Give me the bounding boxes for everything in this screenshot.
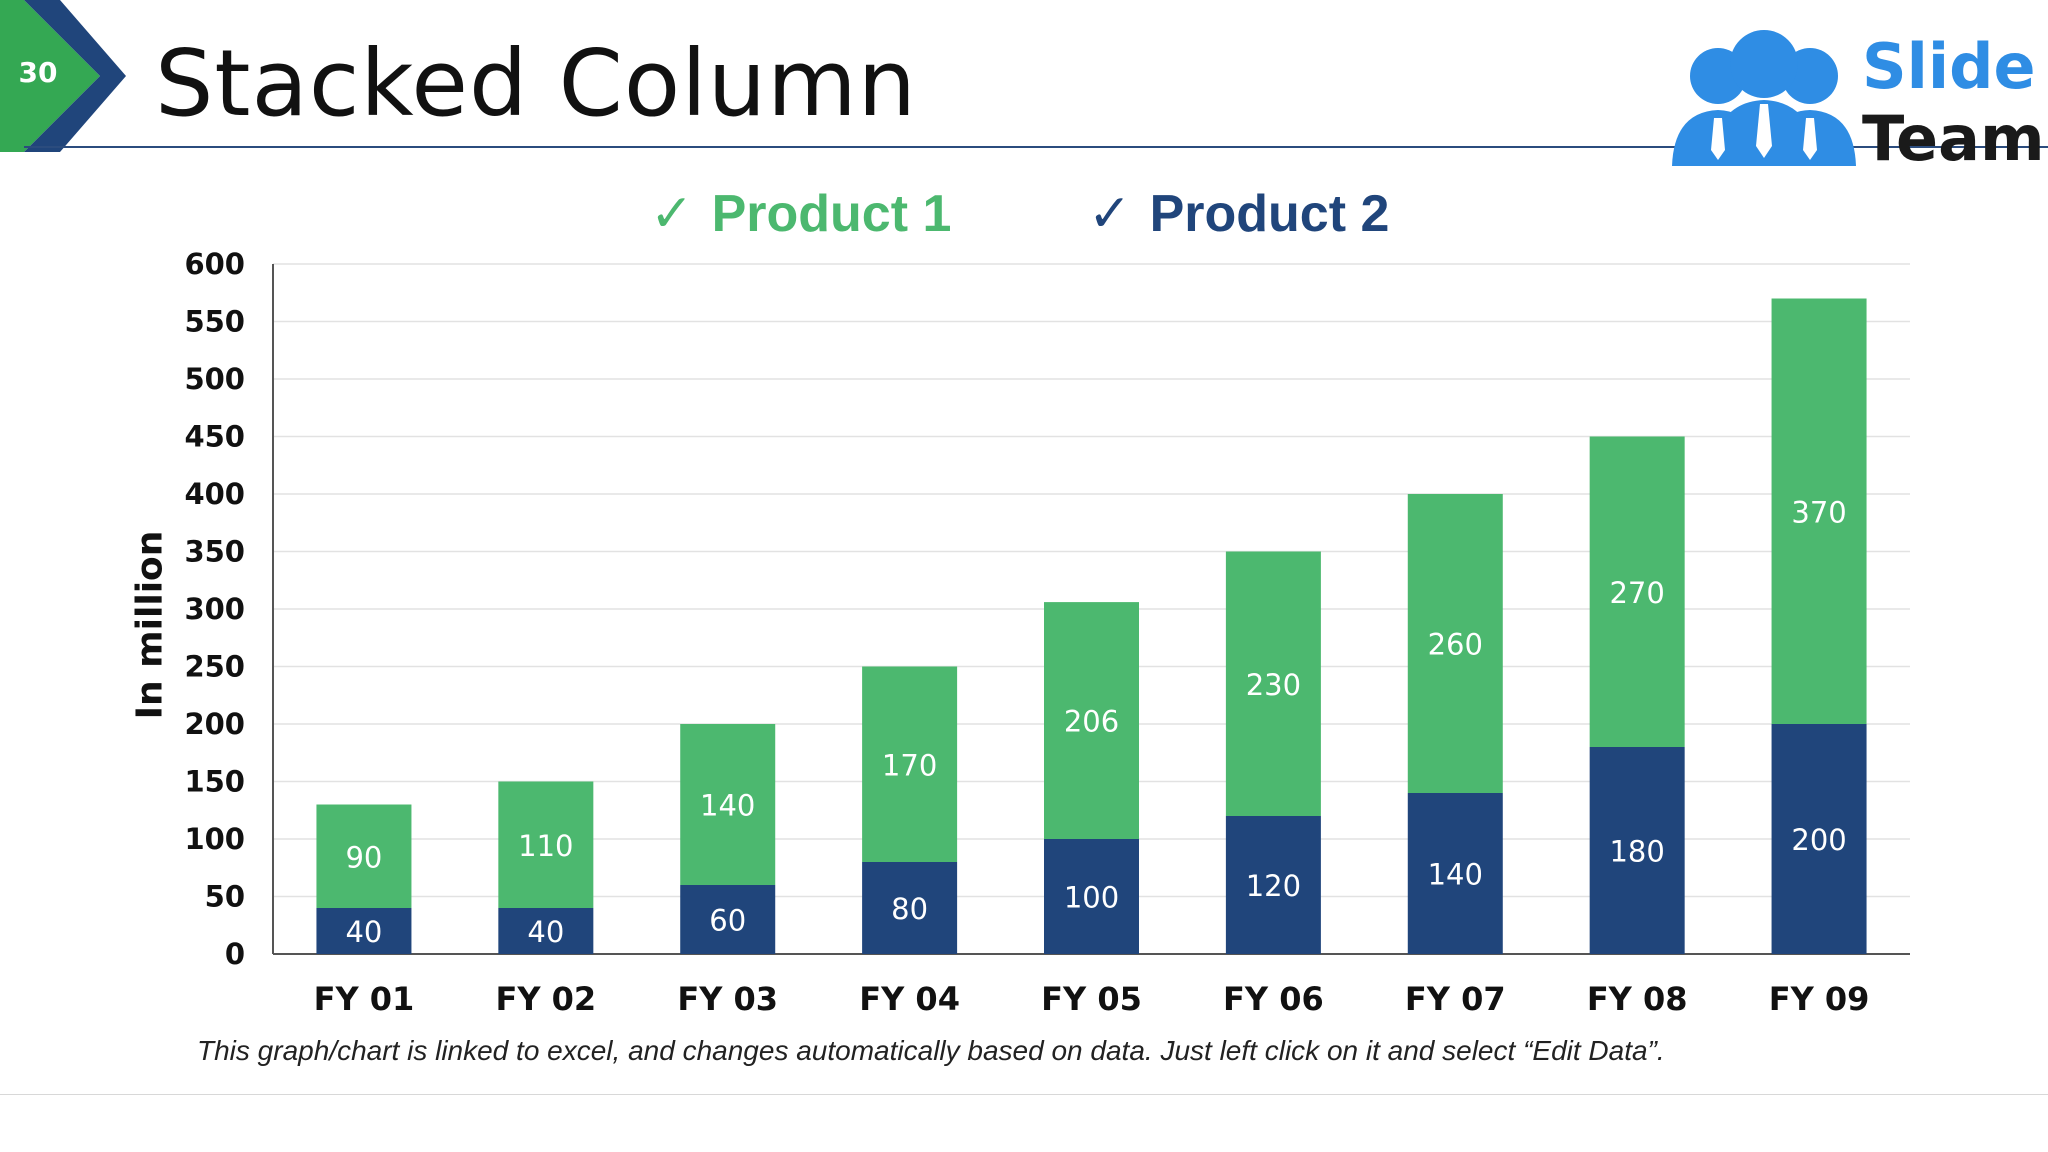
y-tick-label: 300 (184, 592, 245, 626)
data-label: 260 (1428, 628, 1483, 662)
y-tick-label: 500 (184, 362, 245, 396)
x-tick-label: FY 09 (1769, 980, 1870, 1018)
data-label: 40 (527, 915, 564, 949)
data-label: 170 (882, 748, 937, 782)
y-tick-label: 150 (184, 765, 245, 799)
y-tick-label: 250 (184, 650, 245, 684)
x-tick-label: FY 07 (1405, 980, 1506, 1018)
bar-product-1 (1771, 298, 1867, 724)
data-label: 270 (1609, 576, 1664, 610)
check-icon: ✓ (1088, 184, 1132, 244)
y-tick-label: 600 (184, 247, 245, 281)
bar-product-1 (498, 781, 594, 908)
slide-number-badge (0, 0, 126, 152)
bar-product-1 (1589, 436, 1685, 747)
slide-number: 30 (18, 56, 58, 89)
bar-product-2 (316, 908, 412, 954)
x-tick-label: FY 03 (677, 980, 778, 1018)
x-tick-label: FY 08 (1587, 980, 1688, 1018)
data-label: 370 (1791, 495, 1846, 529)
logo-text-team: Team (1862, 102, 2045, 175)
data-label: 140 (700, 789, 755, 823)
data-label: 110 (518, 829, 573, 863)
bar-product-1 (862, 666, 958, 862)
legend-product-1: ✓ Product 1 (650, 184, 951, 244)
y-tick-label: 200 (184, 707, 245, 741)
slideteam-logo-icon (1672, 30, 1856, 166)
y-tick-label: 100 (184, 822, 245, 856)
logo-text-slide: Slide (1862, 30, 2036, 103)
bar-product-2 (680, 885, 776, 954)
legend-product-2: ✓ Product 2 (1088, 184, 1389, 244)
x-tick-label: FY 05 (1041, 980, 1142, 1018)
data-label: 90 (345, 840, 382, 874)
data-label: 60 (709, 904, 746, 938)
y-tick-label: 450 (184, 420, 245, 454)
y-tick-label: 400 (184, 477, 245, 511)
y-tick-label: 550 (184, 305, 245, 339)
bar-product-1 (1225, 551, 1321, 816)
data-label: 140 (1428, 858, 1483, 892)
chart-note: This graph/chart is linked to excel, and… (197, 1035, 1665, 1066)
y-tick-label: 50 (205, 880, 245, 914)
bar-product-1 (680, 724, 776, 885)
title-divider (24, 146, 2048, 148)
x-tick-label: FY 02 (495, 980, 596, 1018)
data-label: 200 (1791, 823, 1846, 857)
data-label: 40 (345, 915, 382, 949)
legend-label-product-1: Product 1 (711, 185, 952, 243)
bar-product-1 (1407, 494, 1503, 793)
bar-product-2 (498, 908, 594, 954)
page-title: Stacked Column (155, 30, 917, 137)
y-tick-label: 350 (184, 535, 245, 569)
check-icon: ✓ (650, 184, 694, 244)
bar-product-1 (1044, 602, 1139, 839)
y-tick-label: 0 (225, 937, 245, 971)
bar-product-2 (1589, 747, 1685, 954)
bar-product-2 (1771, 724, 1867, 954)
data-label: 80 (891, 892, 928, 926)
footer-divider (0, 1094, 2048, 1095)
bar-product-2 (1044, 839, 1139, 954)
bar-product-2 (1407, 793, 1503, 954)
data-label: 206 (1064, 705, 1119, 739)
bar-product-1 (316, 804, 412, 908)
bar-product-2 (1225, 816, 1321, 954)
data-label: 230 (1246, 668, 1301, 702)
x-tick-label: FY 01 (314, 980, 415, 1018)
legend-label-product-2: Product 2 (1149, 185, 1390, 243)
data-label: 100 (1064, 881, 1119, 915)
x-tick-label: FY 06 (1223, 980, 1324, 1018)
data-label: 120 (1246, 869, 1301, 903)
x-tick-label: FY 04 (859, 980, 960, 1018)
bar-product-2 (862, 862, 958, 954)
data-label: 180 (1609, 835, 1664, 869)
